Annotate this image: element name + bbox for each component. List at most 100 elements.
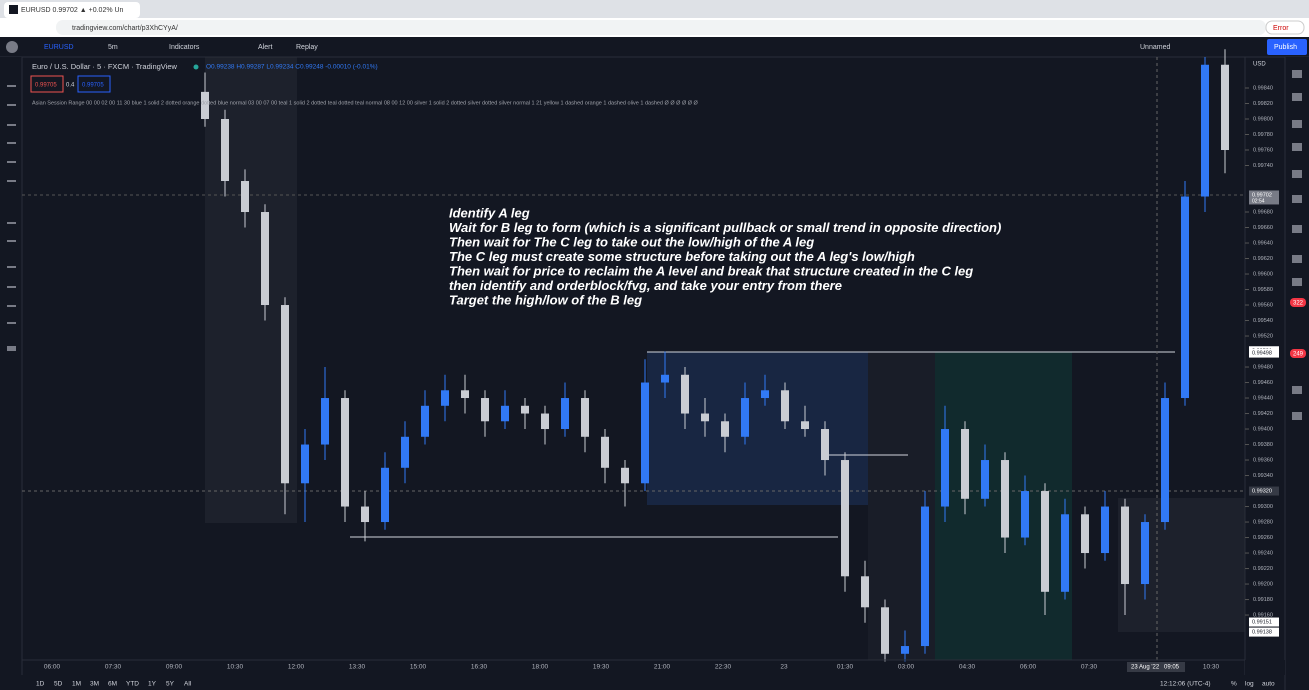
price-label-bg [1249, 348, 1279, 358]
session-box [1118, 498, 1245, 632]
range-button[interactable]: All [184, 681, 192, 688]
badge-count: 322 [1293, 301, 1304, 307]
candle-body [581, 398, 589, 437]
candle-body [341, 398, 349, 507]
replay[interactable]: Replay [296, 44, 318, 51]
publish-label: Publish [1274, 44, 1297, 51]
y-tick-label: 0.99840 [1253, 85, 1273, 91]
candle-body [501, 405, 509, 422]
candle-body [601, 436, 609, 468]
candle-body [661, 374, 669, 383]
candle-body [521, 405, 529, 414]
price-label-bg [1249, 617, 1279, 627]
y-tick-label: 0.99360 [1253, 457, 1273, 463]
range-button[interactable]: 5D [54, 681, 63, 688]
url: tradingview.com/chart/p3XhCYyA/ [72, 25, 178, 32]
indicator-legend: Asian Session Range 00 00 02 00 11 30 bl… [32, 100, 699, 106]
range-button[interactable]: YTD [126, 681, 139, 688]
badge [1290, 298, 1306, 307]
candle-body [801, 421, 809, 430]
range-button[interactable]: 1D [36, 681, 45, 688]
candle-body [1161, 398, 1169, 523]
price-label-bg [1249, 627, 1279, 637]
error-button[interactable] [1265, 20, 1305, 35]
interval[interactable]: 5m [108, 44, 118, 51]
right-sidebar [1285, 57, 1309, 690]
time-axis: 06:00 07:30 09:00 10:30 12:00 13:30 15:00 16:30… [44, 662, 1220, 672]
candle-body [921, 506, 929, 647]
x-tick-label: 13:30 [349, 664, 366, 671]
candle-body [261, 212, 269, 306]
candle-body [1081, 514, 1089, 554]
y-tick-label: 0.99420 [1253, 411, 1273, 417]
range-button[interactable]: 1M [72, 681, 81, 688]
candle-body [721, 421, 729, 437]
candle-body [781, 390, 789, 422]
candle-body [1021, 491, 1029, 538]
avatar[interactable] [6, 41, 18, 53]
candle-body [481, 398, 489, 422]
buy-price: 0.99705 [82, 83, 104, 89]
x-tick-label: 22:30 [715, 664, 732, 671]
x-tick-label: 06:00 [1020, 664, 1037, 671]
y-tick-label: 0.99760 [1253, 147, 1273, 153]
range-button[interactable]: 3M [90, 681, 99, 688]
y-tick-label: 0.99180 [1253, 597, 1273, 603]
tab[interactable] [4, 2, 140, 18]
legend-title: Euro / U.S. Dollar · 5 · FXCM · TradingV… [32, 62, 177, 71]
y-tick-label: 0.99340 [1253, 473, 1273, 479]
candle-body [681, 374, 689, 414]
crosshair-label-bg [1127, 662, 1185, 672]
publish-button[interactable] [1267, 39, 1307, 55]
tab-title: EURUSD 0.99702 ▲ +0.02% Un [21, 7, 124, 14]
y-tick-label: 0.99620 [1253, 256, 1273, 262]
candle-body [361, 506, 369, 523]
y-tick-label: 0.99400 [1253, 426, 1273, 432]
crosshair-date: 23 Aug '22 [1131, 665, 1160, 671]
y-tick-label: 0.99540 [1253, 318, 1273, 324]
candle-body [1221, 64, 1229, 151]
auto-toggle[interactable]: auto [1262, 681, 1275, 688]
y-tick-label: 0.99300 [1253, 504, 1273, 510]
log-toggle[interactable]: log [1245, 681, 1254, 688]
error-label: Error [1273, 25, 1289, 32]
range-button[interactable]: 6M [108, 681, 117, 688]
crosshair-time: 09:05 [1164, 665, 1180, 671]
candle-body [621, 467, 629, 484]
price-countdown: 02:54 [1252, 198, 1265, 204]
layout-name[interactable]: Unnamed [1140, 44, 1170, 51]
y-tick-label: 0.99580 [1253, 287, 1273, 293]
sell-price: 0.99705 [35, 83, 57, 89]
price-label: 0.99320 [1252, 488, 1272, 494]
top-toolbar [0, 37, 1309, 57]
range-button[interactable]: 5Y [166, 681, 175, 688]
x-tick-label: 01:30 [837, 664, 854, 671]
tab-strip [0, 0, 1309, 18]
currency[interactable]: USD [1253, 62, 1266, 68]
candle-body [861, 576, 869, 608]
buy-button[interactable] [77, 75, 111, 93]
candle-body [1141, 522, 1149, 585]
y-tick-label: 0.99780 [1253, 132, 1273, 138]
candle-body [1001, 460, 1009, 538]
indicators[interactable]: Indicators [169, 44, 200, 51]
tool-icons [7, 70, 1302, 420]
percent-toggle[interactable]: % [1231, 681, 1237, 688]
candle-body [241, 181, 249, 213]
alert[interactable]: Alert [258, 44, 272, 51]
candle-body [441, 390, 449, 406]
url-field[interactable] [56, 20, 1266, 35]
favicon [9, 5, 18, 14]
symbol[interactable]: EURUSD [44, 44, 74, 51]
candle-body [841, 460, 849, 577]
annotation-line: Target the high/low of the B leg [449, 292, 642, 307]
candle-body [761, 390, 769, 399]
range-button[interactable]: 1Y [148, 681, 157, 688]
candle-body [461, 390, 469, 399]
y-tick-label: 0.99280 [1253, 519, 1273, 525]
sell-button[interactable] [30, 75, 64, 93]
x-tick-label: 19:30 [593, 664, 610, 671]
x-tick-label: 16:30 [471, 664, 488, 671]
